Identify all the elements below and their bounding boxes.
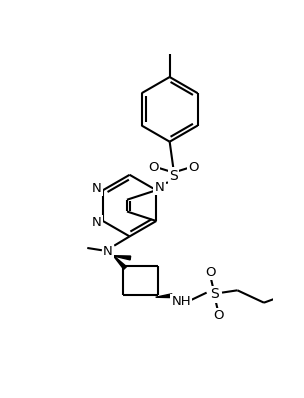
Text: N: N [92,216,102,229]
Text: N: N [154,181,164,194]
Text: N: N [92,182,102,195]
Text: O: O [148,161,159,174]
Text: O: O [205,266,216,279]
Text: S: S [210,287,219,301]
Text: O: O [188,161,199,174]
Polygon shape [112,256,131,260]
Text: NH: NH [171,295,191,308]
Text: O: O [213,309,223,322]
Polygon shape [113,255,126,269]
Text: S: S [169,169,178,183]
Polygon shape [156,294,172,298]
Text: N: N [103,245,113,258]
